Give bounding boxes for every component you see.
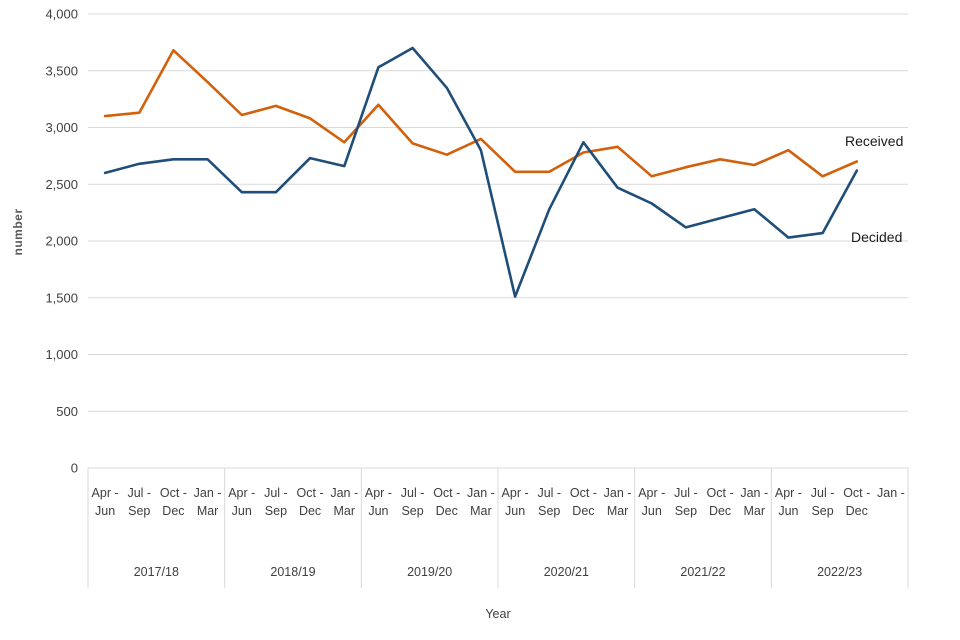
x-tick-label-top: Jan - <box>877 486 905 500</box>
year-group-label: 2021/22 <box>680 565 725 579</box>
x-tick-label-top: Jan - <box>604 486 632 500</box>
x-axis-title: Year <box>485 607 510 621</box>
x-tick-label-bottom: Dec <box>436 504 458 518</box>
y-tick-label: 4,000 <box>45 7 78 22</box>
y-tick-label: 0 <box>71 461 78 476</box>
x-tick-label-top: Jan - <box>194 486 222 500</box>
x-tick-label-bottom: Jun <box>232 504 252 518</box>
x-tick-label-top: Oct - <box>160 486 187 500</box>
x-tick-label-top: Apr - <box>775 486 802 500</box>
x-tick-label-bottom: Mar <box>333 504 355 518</box>
x-tick-label-bottom: Sep <box>675 504 697 518</box>
x-tick-label-top: Jul - <box>674 486 698 500</box>
x-tick-label-top: Apr - <box>228 486 255 500</box>
decided-line <box>103 46 859 298</box>
series-label-decided: Decided <box>851 229 903 245</box>
x-tick-label-bottom: Jun <box>95 504 115 518</box>
x-tick-label-top: Oct - <box>843 486 870 500</box>
x-tick-label-bottom: Mar <box>470 504 492 518</box>
x-tick-label-bottom: Jun <box>778 504 798 518</box>
x-tick-label-bottom: Sep <box>128 504 150 518</box>
x-tick-label-top: Apr - <box>638 486 665 500</box>
x-tick-label-top: Apr - <box>365 486 392 500</box>
x-tick-label-bottom: Dec <box>846 504 868 518</box>
y-tick-label: 1,000 <box>45 347 78 362</box>
x-tick-label-top: Jul - <box>811 486 835 500</box>
x-tick-label-bottom: Mar <box>607 504 629 518</box>
x-tick-label-bottom: Mar <box>743 504 765 518</box>
x-tick-label-top: Jul - <box>537 486 561 500</box>
x-tick-label-top: Oct - <box>570 486 597 500</box>
year-group-label: 2020/21 <box>544 565 589 579</box>
y-tick-label: 3,500 <box>45 63 78 78</box>
x-tick-label-top: Jul - <box>264 486 288 500</box>
year-group-label: 2019/20 <box>407 565 452 579</box>
x-tick-label-bottom: Jun <box>505 504 525 518</box>
x-tick-label-bottom: Sep <box>401 504 423 518</box>
x-tick-label-top: Apr - <box>502 486 529 500</box>
x-tick-label-bottom: Jun <box>642 504 662 518</box>
x-tick-label-top: Jan - <box>330 486 358 500</box>
year-group-label: 2017/18 <box>134 565 179 579</box>
x-tick-label-top: Oct - <box>707 486 734 500</box>
x-tick-label-top: Oct - <box>297 486 324 500</box>
x-tick-label-bottom: Dec <box>709 504 731 518</box>
y-tick-label: 500 <box>56 404 78 419</box>
y-tick-label: 3,000 <box>45 120 78 135</box>
x-tick-label-top: Jul - <box>127 486 151 500</box>
x-tick-label-bottom: Sep <box>538 504 560 518</box>
x-tick-label-bottom: Dec <box>162 504 184 518</box>
year-group-label: 2022/23 <box>817 565 862 579</box>
y-tick-label: 2,500 <box>45 177 78 192</box>
x-tick-label-top: Jan - <box>740 486 768 500</box>
x-tick-label-top: Jan - <box>467 486 495 500</box>
x-tick-label-top: Oct - <box>433 486 460 500</box>
received-line <box>103 48 859 178</box>
y-tick-label: 1,500 <box>45 290 78 305</box>
series-label-received: Received <box>845 133 904 149</box>
x-tick-label-bottom: Mar <box>197 504 219 518</box>
x-tick-label-bottom: Dec <box>572 504 594 518</box>
y-tick-label: 2,000 <box>45 234 78 249</box>
x-tick-label-bottom: Dec <box>299 504 321 518</box>
x-tick-label-top: Apr - <box>92 486 119 500</box>
year-group-label: 2018/19 <box>270 565 315 579</box>
x-tick-label-bottom: Sep <box>811 504 833 518</box>
x-tick-label-bottom: Jun <box>368 504 388 518</box>
y-axis-title: number <box>11 208 25 255</box>
x-tick-label-top: Jul - <box>401 486 425 500</box>
x-tick-label-bottom: Sep <box>265 504 287 518</box>
